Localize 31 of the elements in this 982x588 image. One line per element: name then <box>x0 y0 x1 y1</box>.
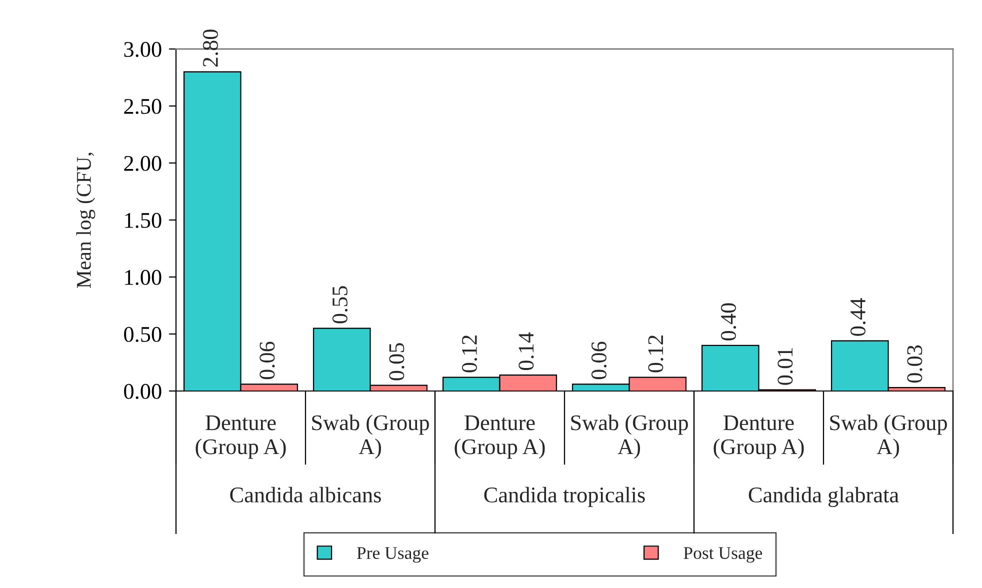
y-tick-label: 0.00 <box>124 384 162 400</box>
data-label: 0.06 <box>591 342 607 380</box>
x-tick-label: Denture (Group A) <box>714 415 804 459</box>
x-tick-label: Swab (Group A) <box>312 414 429 459</box>
y-tick-label: 2.50 <box>124 98 162 114</box>
data-label: 0.12 <box>648 335 664 372</box>
data-label: 0.40 <box>720 303 736 340</box>
y-tick-label: 1.50 <box>125 212 162 228</box>
y-tick-label: 1.00 <box>125 270 162 286</box>
text: Candida glabrata <box>748 486 899 508</box>
data-label: 0.55 <box>332 286 348 324</box>
data-label: 2.80 <box>202 30 218 67</box>
data-label: 0.01 <box>778 348 793 385</box>
y-axis-title: Mean log (CFU, <box>76 152 96 288</box>
x-tick-label: Swab (Group A) <box>571 414 688 459</box>
data-label: 0.06 <box>260 342 275 380</box>
data-label: 0.14 <box>518 332 534 370</box>
y-tick-label: 2.00 <box>124 156 162 172</box>
text: Candida tropicalis <box>484 486 645 507</box>
legend-label: Post Usage <box>684 547 762 563</box>
x-tick-label: Denture (Group A) <box>196 415 286 459</box>
y-tick-label: 0.50 <box>124 326 162 342</box>
data-label: 0.05 <box>389 343 404 380</box>
data-label: 0.12 <box>462 335 478 372</box>
data-label: 0.44 <box>850 298 866 336</box>
y-tick-label: 3.00 <box>124 42 162 58</box>
data-label: 0.03 <box>907 345 922 383</box>
x-tick-label: Swab (Group A) <box>830 414 947 459</box>
text: Candida albicans <box>230 486 381 502</box>
legend-label: Pre Usage <box>356 547 428 563</box>
x-tick-label: Denture (Group A) <box>454 415 545 459</box>
